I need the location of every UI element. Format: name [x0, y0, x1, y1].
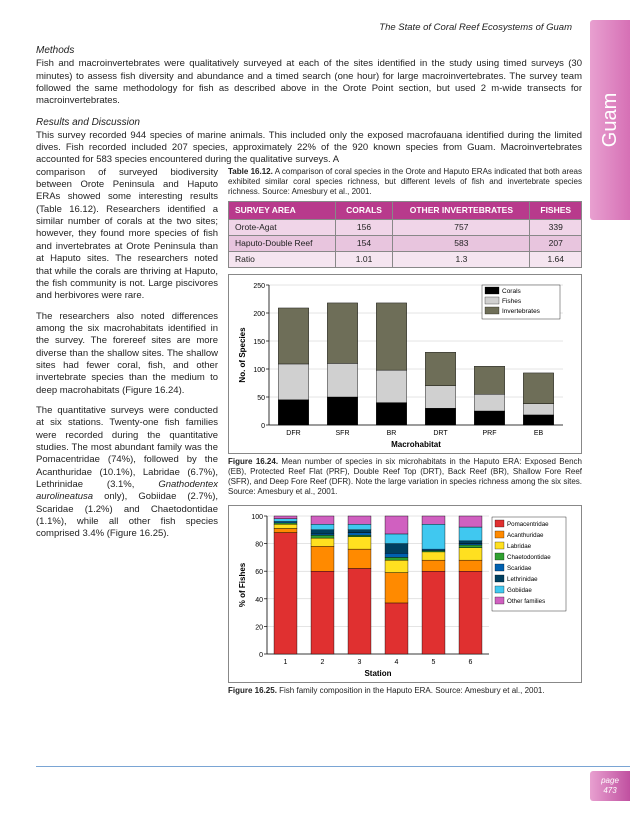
svg-text:Lethrinidae: Lethrinidae: [507, 576, 538, 583]
svg-text:150: 150: [253, 339, 265, 346]
svg-text:250: 250: [253, 283, 265, 290]
methods-body: Fish and macroinvertebrates were qualita…: [36, 58, 582, 107]
table-header: CORALS: [335, 201, 393, 219]
svg-text:Labridae: Labridae: [507, 543, 532, 550]
svg-text:Other families: Other families: [507, 598, 545, 605]
results-intro: This survey recorded 944 species of mari…: [36, 130, 582, 167]
svg-text:Acanthuridae: Acanthuridae: [507, 532, 544, 539]
fig24-caption: Figure 16.24. Mean number of species in …: [228, 457, 582, 497]
svg-text:200: 200: [253, 311, 265, 318]
svg-text:60: 60: [255, 569, 263, 576]
svg-text:0: 0: [261, 423, 265, 430]
svg-text:Corals: Corals: [502, 288, 522, 295]
svg-text:1: 1: [284, 659, 288, 666]
svg-text:BR: BR: [387, 430, 397, 437]
svg-text:Invertebrates: Invertebrates: [502, 308, 541, 315]
svg-text:100: 100: [251, 514, 263, 521]
table-row: Orote-Agat156757339: [229, 219, 582, 235]
svg-text:Chaetodontidae: Chaetodontidae: [507, 554, 551, 561]
table-header: SURVEY AREA: [229, 201, 336, 219]
svg-text:% of Fishes: % of Fishes: [238, 562, 247, 607]
svg-text:3: 3: [358, 659, 362, 666]
svg-text:5: 5: [432, 659, 436, 666]
svg-text:DRT: DRT: [433, 430, 448, 437]
side-tab: Guam: [590, 20, 630, 220]
left-para-3: The quantitative surveys were conducted …: [36, 405, 218, 541]
left-column: comparison of surveyed biodiversity betw…: [36, 167, 218, 549]
side-tab-label: Guam: [597, 93, 623, 147]
svg-text:Fishes: Fishes: [502, 298, 522, 305]
page-number-badge: page 473: [590, 771, 630, 801]
svg-text:Gobiidae: Gobiidae: [507, 587, 532, 594]
chart-24-svg: 0 50 100 150 200 250 DFR SFR BR DRT PRF EB Macrohabi…: [233, 279, 571, 449]
figure-16-24: 0 50 100 150 200 250 DFR SFR BR DRT PRF EB Macrohabi…: [228, 274, 582, 454]
table-16-12: SURVEY AREACORALSOTHER INVERTEBRATESFISH…: [228, 201, 582, 268]
svg-text:50: 50: [257, 395, 265, 402]
svg-text:Pomacentridae: Pomacentridae: [507, 521, 549, 528]
svg-text:40: 40: [255, 597, 263, 604]
table-row: Haputo-Double Reef154583207: [229, 235, 582, 251]
svg-text:Macrohabitat: Macrohabitat: [391, 440, 441, 449]
results-heading: Results and Discussion: [36, 116, 582, 129]
two-column-layout: comparison of surveyed biodiversity betw…: [36, 167, 582, 696]
table-caption: Table 16.12. A comparison of coral speci…: [228, 167, 582, 197]
left-para-1: comparison of surveyed biodiversity betw…: [36, 167, 218, 303]
figure-16-25: 0 20 40 60 80 100 1 2 3 4 5 6 Station % of Fishes Poma…: [228, 505, 582, 683]
running-header: The State of Coral Reef Ecosystems of Gu…: [36, 22, 582, 34]
svg-text:DFR: DFR: [286, 430, 300, 437]
svg-text:2: 2: [321, 659, 325, 666]
svg-text:EB: EB: [534, 430, 544, 437]
svg-text:Scaridae: Scaridae: [507, 565, 532, 572]
svg-text:No. of Species: No. of Species: [238, 327, 247, 383]
svg-text:100: 100: [253, 367, 265, 374]
methods-heading: Methods: [36, 44, 582, 57]
svg-text:80: 80: [255, 542, 263, 549]
svg-text:Station: Station: [364, 669, 391, 678]
left-para-2: The researchers also noted differences a…: [36, 311, 218, 397]
svg-text:4: 4: [395, 659, 399, 666]
fig25-caption: Figure 16.25. Fish family composition in…: [228, 686, 582, 696]
chart-25-svg: 0 20 40 60 80 100 1 2 3 4 5 6 Station % of Fishes Poma…: [233, 510, 571, 678]
svg-text:6: 6: [469, 659, 473, 666]
table-header: OTHER INVERTEBRATES: [393, 201, 530, 219]
svg-text:20: 20: [255, 624, 263, 631]
svg-text:PRF: PRF: [483, 430, 497, 437]
page-number: 473: [603, 786, 616, 796]
right-column: Table 16.12. A comparison of coral speci…: [228, 167, 582, 696]
table-header: FISHES: [530, 201, 582, 219]
table-row: Ratio1.011.31.64: [229, 251, 582, 267]
page-label: page: [601, 776, 619, 786]
footer-rule: [36, 766, 630, 767]
svg-text:SFR: SFR: [336, 430, 350, 437]
svg-text:0: 0: [259, 652, 263, 659]
page-body: The State of Coral Reef Ecosystems of Gu…: [0, 0, 630, 718]
